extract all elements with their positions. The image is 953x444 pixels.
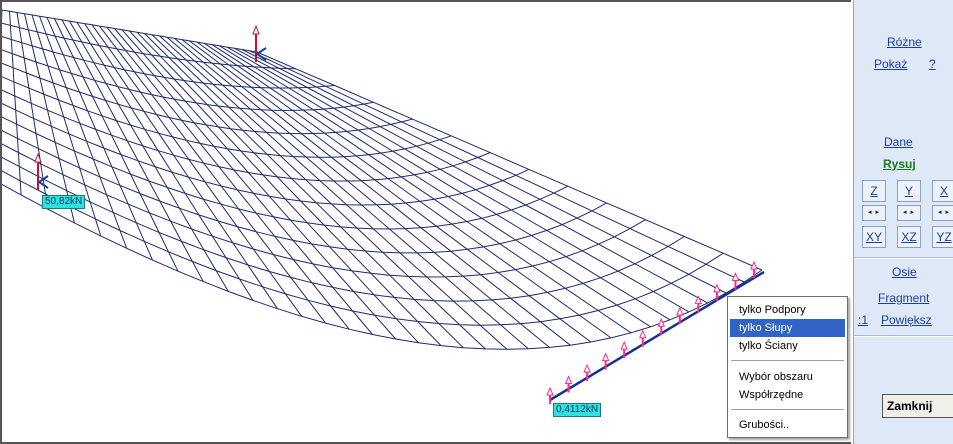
mesh-line-transverse [24,13,75,224]
mesh-line-transverse [54,18,179,272]
support-arrow-icon [750,260,758,278]
support-arrow-icon [694,295,703,313]
support-arrow-icon [676,306,684,324]
mesh-line-transverse [69,20,229,292]
mesh-line-transverse [106,26,350,330]
mesh-line-longitudinal [2,89,491,182]
menu-item-thickness[interactable]: Grubości.. [739,419,790,431]
mesh-line-transverse [211,44,651,328]
mesh-line-transverse [46,17,153,261]
rotate-x-arrows[interactable]: ◂ ▸ [932,205,953,221]
rysuj-link[interactable]: Rysuj [883,157,916,171]
axis-y-button[interactable]: Y [897,180,921,202]
mesh-line-transverse [39,16,128,249]
mesh-line-transverse [84,23,278,309]
mesh-line-transverse [196,41,612,339]
menu-separator [731,409,844,411]
scale-link[interactable]: :1 [858,313,869,327]
support-arrow-icon [583,363,591,382]
mesh-line-transverse [256,51,763,271]
mesh-line-transverse [204,42,632,334]
mesh-line-transverse [174,38,550,348]
mesh-line-transverse [136,31,442,346]
menu-item-walls[interactable]: tylko Ściany [739,340,798,352]
support-arrow-icon [601,352,610,370]
force-label-left: 50,82kN [42,195,86,209]
plane-yz-button[interactable]: YZ [932,226,953,248]
support-arrow-icon [731,272,740,290]
menu-item-columns[interactable]: tylko Słupy [730,319,845,337]
mesh-line-transverse [16,12,49,210]
fragment-link[interactable]: Fragment [878,291,930,305]
mesh-line-transverse [76,22,254,301]
support-edge [549,270,765,402]
mesh-line-transverse [226,46,690,313]
axis-z-button[interactable]: Z [862,180,886,202]
mesh-line-transverse [31,14,102,237]
mesh-line-transverse [249,50,745,283]
support-arrow-icon [713,283,721,301]
mesh-line-transverse [129,30,419,344]
dane-link[interactable]: Dane [884,135,913,149]
model-viewport[interactable]: 50,82kN 0,4112kN [0,0,851,444]
mesh-line-transverse [121,29,397,340]
mesh-line-transverse [61,19,204,282]
rotate-y-arrows[interactable]: ◂ ▸ [897,205,921,221]
mesh-line-transverse [9,11,22,195]
mesh-line-transverse [234,47,708,304]
force-label-bottom: 0,4112kN [553,403,602,417]
rozne-link[interactable]: Różne [887,35,922,49]
mesh-line-longitudinal [2,49,374,111]
mesh-line-transverse [189,40,592,343]
close-button[interactable]: Zamknij [882,394,953,418]
mesh-line-longitudinal [2,76,452,158]
mesh-line-transverse [219,45,671,321]
plane-xz-button[interactable]: XZ [897,226,921,248]
plate-mesh-drawing [2,9,765,404]
support-arrow-icon [638,329,647,347]
osie-link[interactable]: Osie [892,265,917,279]
mesh-line-transverse [181,39,571,346]
support-arrow-icon [546,386,554,404]
menu-item-area-select[interactable]: Wybór obszaru [739,371,813,383]
mesh-line-longitudinal [2,22,296,70]
plane-xy-button[interactable]: XY [862,226,886,248]
support-arrow-icon [657,318,666,336]
mesh-line-transverse [99,25,326,324]
mesh-line-transverse [151,34,486,350]
mesh-line-transverse [241,49,727,294]
mesh-line-transverse [159,35,508,350]
menu-separator [731,360,844,362]
pokaz-link[interactable]: Pokaż [874,57,908,71]
mesh-line-transverse [91,24,303,317]
reaction-marker-top-icon [252,24,267,62]
context-menu: tylko Podpory tylko Słupy tylko Ściany W… [727,296,848,438]
support-arrow-icon [620,340,628,359]
rotate-z-arrows[interactable]: ◂ ▸ [862,205,886,221]
panel-divider [854,335,953,337]
reaction-marker-left-icon [34,152,49,190]
panel-divider [854,257,953,259]
mesh-line-transverse [144,33,464,349]
menu-item-supports[interactable]: tylko Podpory [739,304,806,316]
support-arrow-icon [564,375,573,393]
powieksz-link[interactable]: Powiększ [881,313,932,327]
side-panel: Różne Pokaż ? Dane Rysuj Z Y X ◂ ▸ ◂ ▸ ◂… [853,0,953,444]
mesh-line-transverse [166,36,529,350]
help-link[interactable]: ? [929,57,936,71]
mesh-line-transverse [114,28,373,335]
axis-x-button[interactable]: X [932,180,953,202]
menu-item-coordinates[interactable]: Współrzędne [739,389,804,401]
